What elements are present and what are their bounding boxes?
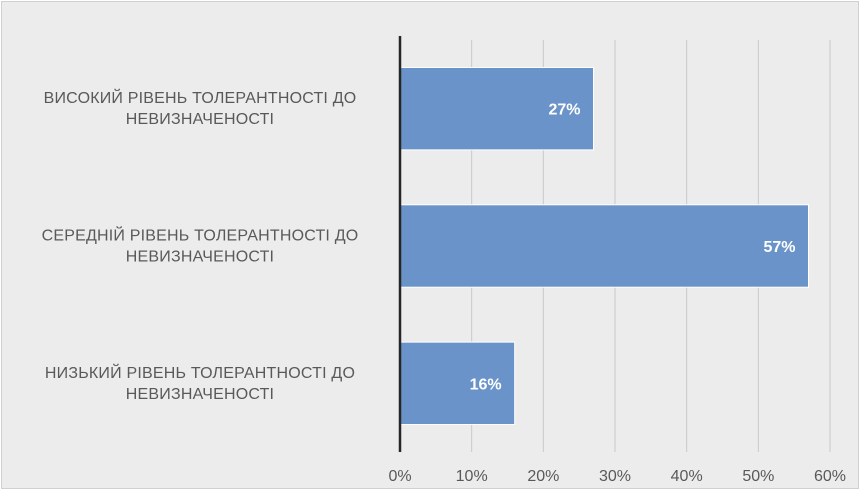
category-label: ВИСОКИЙ РІВЕНЬ ТОЛЕРАНТНОСТІ ДО НЕВИЗНАЧЕ… [44, 88, 357, 128]
x-tick-label: 40% [671, 468, 703, 485]
x-tick-label: 50% [742, 468, 774, 485]
bar [399, 204, 809, 288]
x-tick-label: 0% [388, 468, 411, 485]
x-tick-label: 10% [456, 468, 488, 485]
category-label-line: СЕРЕДНІЙ РІВЕНЬ ТОЛЕРАНТНОСТІ ДО [42, 226, 359, 245]
category-label-line: НЕВИЗНАЧЕНОСТІ [126, 249, 274, 266]
category-label-line: НИЗЬКИЙ РІВЕНЬ ТОЛЕРАНТНОСТІ ДО [45, 363, 355, 382]
data-label: 57% [763, 239, 795, 256]
data-label: 16% [470, 376, 502, 393]
labels: 0% 10% 20% 30% 40% 50% 60% 27% ВИСОКИЙ РІВЕНЬ ТО… [42, 88, 846, 485]
x-tick-label: 30% [599, 468, 631, 485]
x-tick-label: 60% [814, 468, 846, 485]
category-label-line: ВИСОКИЙ РІВЕНЬ ТОЛЕРАНТНОСТІ ДО [44, 88, 357, 107]
category-label-line: НЕВИЗНАЧЕНОСТІ [126, 111, 274, 128]
bars [399, 66, 809, 426]
category-label: НИЗЬКИЙ РІВЕНЬ ТОЛЕРАНТНОСТІ ДО НЕВИЗНАЧЕ… [45, 363, 355, 403]
bar [399, 341, 516, 426]
bar [399, 66, 594, 151]
category-label-line: НЕВИЗНАЧЕНОСТІ [126, 386, 274, 403]
category-label: СЕРЕДНІЙ РІВЕНЬ ТОЛЕРАНТНОСТІ ДО НЕВИЗНАЧ… [42, 226, 359, 266]
x-tick-label: 20% [527, 468, 559, 485]
data-label: 27% [548, 102, 580, 119]
